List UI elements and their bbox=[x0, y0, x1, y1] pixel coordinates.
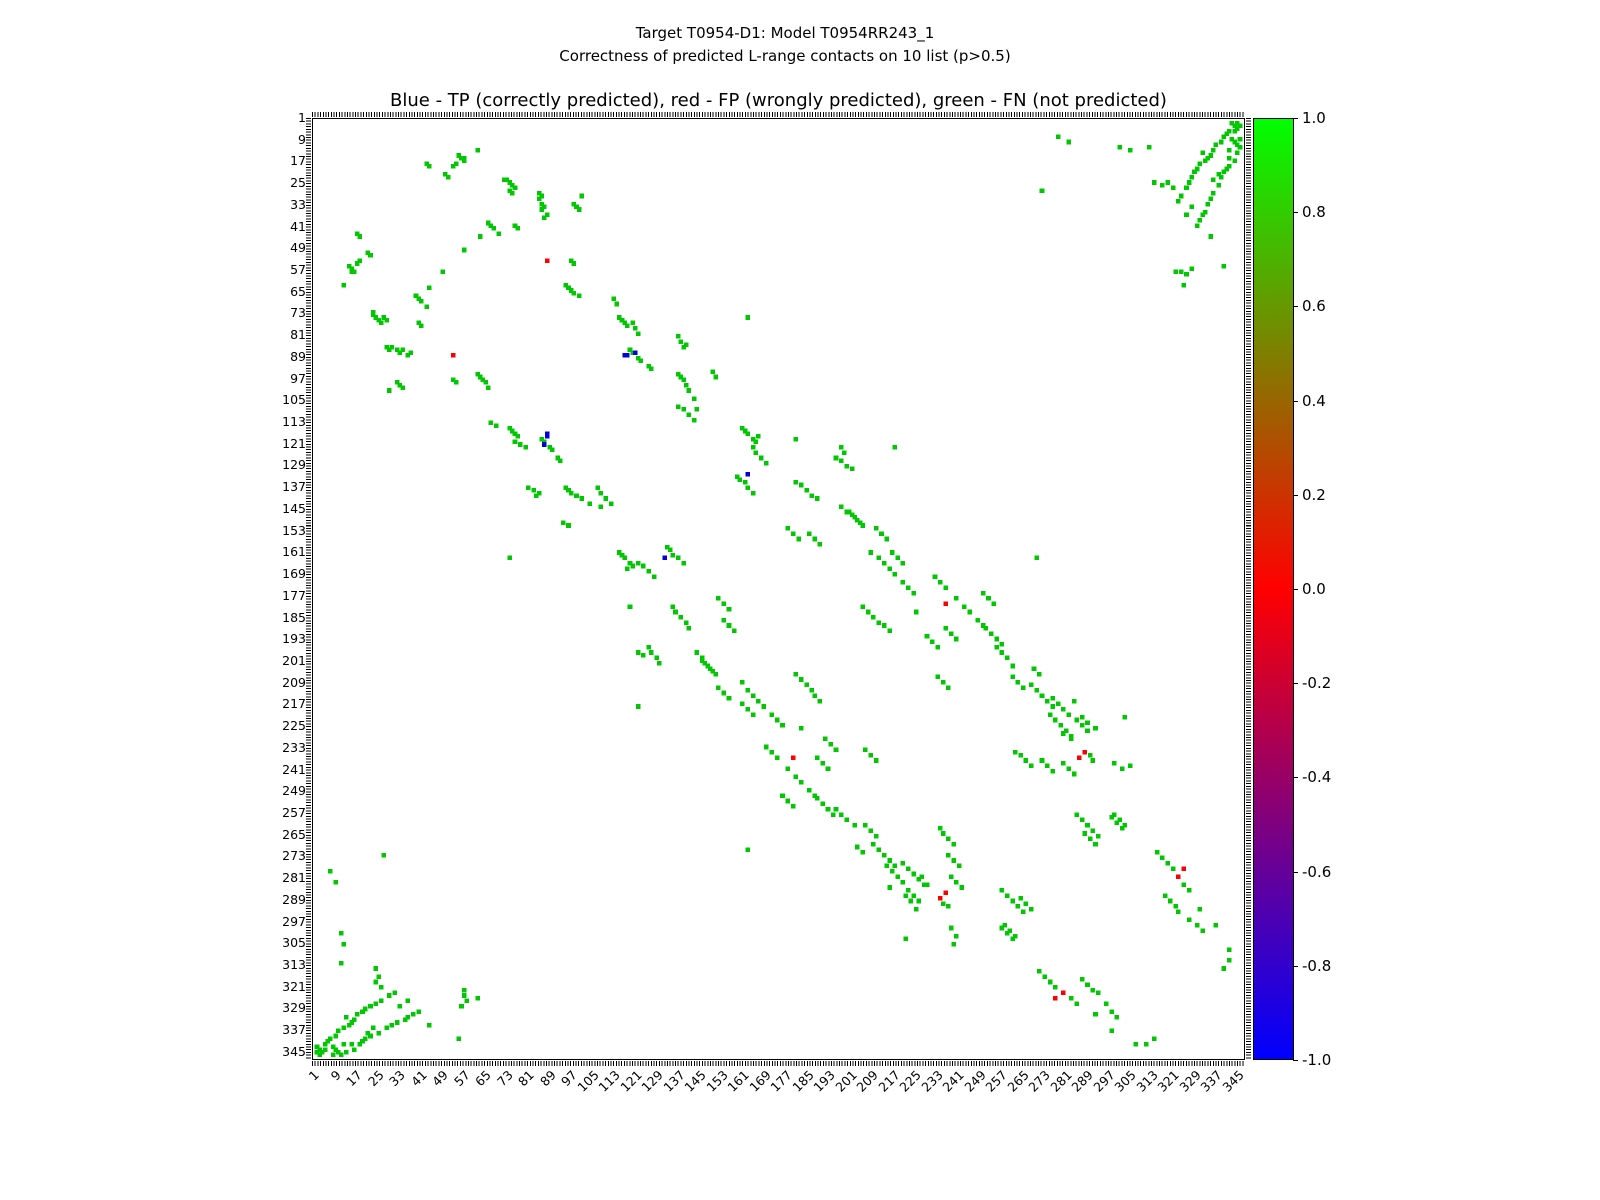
y-axis-tick-label: 57 bbox=[290, 262, 306, 278]
y-axis-tick-label: 337 bbox=[282, 1022, 306, 1038]
y-axis-minor-ticks-right bbox=[1246, 118, 1251, 1060]
y-axis-tick-label: 81 bbox=[290, 327, 306, 343]
colorbar-tick-label: 0.4 bbox=[1302, 391, 1326, 410]
figure-title: Target T0954-D1: Model T0954RR243_1 Corr… bbox=[0, 22, 1570, 67]
x-axis-minor-ticks-bottom bbox=[312, 1061, 1245, 1066]
y-axis-tick-label: 281 bbox=[282, 870, 306, 886]
axes-title: Blue - TP (correctly predicted), red - F… bbox=[390, 90, 1167, 111]
y-axis-tick-label: 65 bbox=[290, 283, 306, 299]
y-axis-tick-label: 89 bbox=[290, 348, 306, 364]
colorbar-tick bbox=[1293, 118, 1298, 119]
colorbar-tick bbox=[1293, 494, 1298, 496]
y-axis-tick-label: 41 bbox=[290, 218, 306, 234]
colorbar-tick-label: 0.0 bbox=[1302, 580, 1326, 598]
colorbar-tick-label: -0.4 bbox=[1302, 768, 1332, 787]
y-axis-tick-label: 177 bbox=[282, 587, 306, 603]
scatter-points-svg bbox=[314, 120, 1243, 1058]
y-axis-tick-label: 329 bbox=[282, 1000, 306, 1016]
y-axis-tick-label: 217 bbox=[282, 696, 306, 712]
y-axis-tick-label: 305 bbox=[282, 935, 306, 951]
y-axis-tick-label: 9 bbox=[298, 131, 306, 147]
y-axis-tick-label: 249 bbox=[282, 783, 306, 799]
colorbar-tick-label: 1.0 bbox=[1302, 109, 1326, 127]
y-axis-tick-label: 145 bbox=[282, 500, 306, 516]
y-axis-minor-ticks-left bbox=[306, 118, 311, 1060]
y-axis-tick-label: 105 bbox=[282, 392, 306, 408]
colorbar-tick bbox=[1293, 306, 1298, 308]
colorbar-tick bbox=[1293, 683, 1298, 685]
y-axis-tick-label: 73 bbox=[290, 305, 306, 321]
x-axis-minor-ticks-top bbox=[312, 112, 1245, 117]
colorbar-tick bbox=[1293, 589, 1298, 590]
y-axis-tick-label: 185 bbox=[282, 609, 306, 625]
y-axis-tick-label: 313 bbox=[282, 956, 306, 972]
y-axis-tick-label: 161 bbox=[282, 544, 306, 560]
colorbar-tick-label: 0.8 bbox=[1302, 203, 1326, 222]
y-axis-tick-label: 257 bbox=[282, 804, 306, 820]
figure-title-line2: Correctness of predicted L-range contact… bbox=[559, 46, 1011, 65]
y-axis-tick-label: 201 bbox=[282, 652, 306, 668]
y-axis-tick-label: 297 bbox=[282, 913, 306, 929]
y-axis-tick-label: 1 bbox=[298, 110, 306, 125]
colorbar-tick bbox=[1293, 1060, 1298, 1061]
colorbar-tick bbox=[1293, 777, 1298, 779]
y-axis-tick-label: 345 bbox=[282, 1043, 306, 1059]
y-axis-tick-label: 33 bbox=[290, 196, 306, 212]
y-axis-tick-label: 49 bbox=[290, 240, 306, 256]
colorbar-tick-label: -0.2 bbox=[1302, 674, 1332, 693]
colorbar-tick-label: -0.8 bbox=[1302, 956, 1332, 975]
figure-title-line1: Target T0954-D1: Model T0954RR243_1 bbox=[635, 24, 935, 42]
y-axis-tick-label: 225 bbox=[282, 718, 306, 734]
contact-map-plot bbox=[312, 118, 1245, 1060]
colorbar-tick bbox=[1293, 212, 1298, 214]
y-axis-tick-label: 25 bbox=[290, 175, 306, 191]
y-axis-tick-label: 97 bbox=[290, 370, 306, 386]
y-axis-tick-label: 121 bbox=[282, 435, 306, 451]
y-axis-tick-label: 137 bbox=[282, 479, 306, 495]
colorbar-tick-label: -0.6 bbox=[1302, 862, 1332, 881]
y-axis-tick-label: 113 bbox=[282, 414, 306, 430]
colorbar-tick bbox=[1293, 965, 1298, 967]
y-axis-tick-label: 193 bbox=[282, 631, 306, 647]
colorbar-tick-label: -1.0 bbox=[1302, 1051, 1332, 1069]
colorbar-tick-label: 0.6 bbox=[1302, 297, 1326, 316]
y-axis-tick-label: 233 bbox=[282, 739, 306, 755]
y-axis-tick-label: 289 bbox=[282, 891, 306, 907]
y-axis-tick-label: 129 bbox=[282, 457, 306, 473]
y-axis-tick-label: 169 bbox=[282, 566, 306, 582]
y-axis-tick-label: 17 bbox=[290, 153, 306, 169]
y-axis-tick-label: 209 bbox=[282, 674, 306, 690]
colorbar bbox=[1253, 118, 1294, 1060]
y-axis-tick-label: 153 bbox=[282, 522, 306, 538]
y-axis-tick-label: 241 bbox=[282, 761, 306, 777]
y-axis-tick-label: 273 bbox=[282, 848, 306, 864]
y-axis-tick-label: 321 bbox=[282, 978, 306, 994]
colorbar-tick bbox=[1293, 400, 1298, 402]
y-axis-tick-label: 265 bbox=[282, 826, 306, 842]
colorbar-gradient bbox=[1254, 119, 1293, 1059]
colorbar-tick bbox=[1293, 871, 1298, 873]
colorbar-tick-label: 0.2 bbox=[1302, 485, 1326, 504]
